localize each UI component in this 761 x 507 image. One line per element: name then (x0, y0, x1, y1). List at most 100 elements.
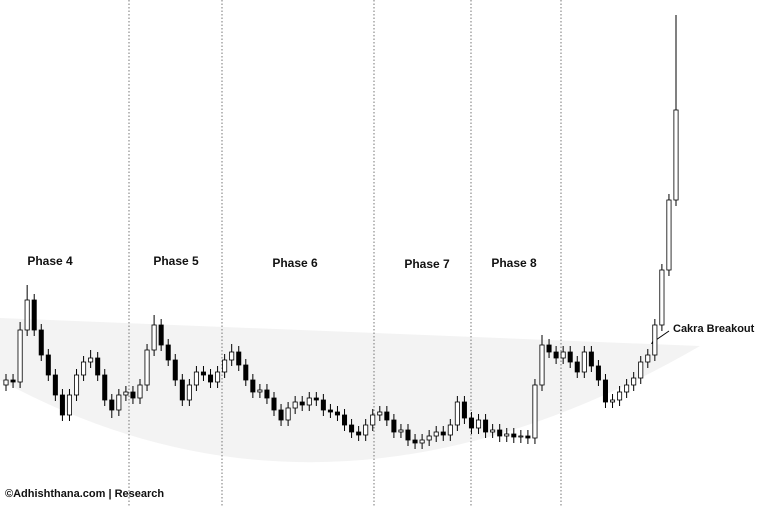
candle-body (172, 359, 178, 381)
candle-body (560, 351, 566, 359)
candle-body (595, 365, 601, 381)
candle-body (391, 419, 397, 433)
candle-body (581, 351, 587, 373)
candle-body (208, 374, 214, 383)
candle-body (186, 384, 192, 401)
candle-body (130, 391, 136, 399)
candle-body (215, 371, 221, 383)
candle-body (271, 397, 277, 411)
candle-body (645, 354, 651, 363)
candle-body (504, 433, 510, 437)
candle-body (158, 324, 164, 346)
candle-body (222, 359, 228, 373)
candle-body (546, 344, 552, 353)
candle-body (363, 424, 369, 436)
candle-body (652, 324, 658, 356)
candle-body (497, 429, 503, 437)
candle-body (490, 429, 496, 433)
footer: ©Adhishthana.com | Research (5, 488, 164, 500)
candle-body (461, 401, 467, 419)
phase-label: Phase 4 (27, 254, 73, 268)
candle-body (17, 329, 23, 383)
candle-body (468, 417, 474, 429)
candle-body (638, 361, 644, 379)
candle-body (45, 354, 51, 376)
candle-body (384, 411, 390, 421)
candle-body (659, 269, 665, 326)
candle-body (116, 394, 122, 411)
candle-body (38, 329, 44, 356)
candle-body (31, 299, 37, 331)
candle-body (511, 433, 517, 438)
candle-body (165, 344, 171, 361)
candle-body (109, 399, 115, 411)
candle-body (483, 419, 489, 433)
candle-body (144, 349, 150, 386)
candle-body (405, 429, 411, 441)
candle-body (299, 401, 305, 406)
candle-body (59, 394, 65, 416)
phase-label: Phase 8 (491, 256, 537, 270)
candle-body (377, 411, 383, 416)
candle-body (137, 384, 143, 399)
candle-body (419, 439, 425, 444)
phase-label: Phase 5 (153, 254, 199, 268)
candle-body (539, 344, 545, 386)
candle-body (525, 435, 531, 439)
candle-body (285, 407, 291, 421)
candle-body (631, 377, 637, 386)
candle-body (292, 401, 298, 409)
candle-body (151, 324, 157, 351)
phase-label: Phase 7 (404, 257, 450, 271)
candle-body (426, 435, 432, 441)
candle-body (3, 379, 9, 386)
candle-body (264, 389, 270, 399)
candle-body (433, 431, 439, 437)
annotation: Cakra Breakout (673, 323, 755, 335)
candle-body (193, 371, 199, 386)
candles (3, 15, 679, 449)
candle-body (334, 411, 340, 416)
candle-body (250, 379, 256, 393)
candle-body (342, 414, 348, 426)
candle-body (81, 361, 87, 376)
candle-body (532, 384, 538, 439)
candle-body (10, 379, 16, 383)
candle-body (243, 364, 249, 381)
candle-body (88, 357, 94, 363)
candle-body (320, 399, 326, 411)
candle-body (306, 397, 312, 406)
candle-body (610, 399, 616, 403)
candle-body (567, 351, 573, 363)
candle-body (200, 371, 206, 376)
candle-body (313, 397, 319, 401)
candle-body (588, 351, 594, 367)
candle-body (553, 351, 559, 359)
candle-body (327, 409, 333, 413)
phase-label: Phase 6 (272, 256, 318, 270)
candle-body (398, 429, 404, 433)
candle-body (617, 391, 623, 401)
candle-body (257, 389, 263, 393)
candle-body (66, 394, 72, 416)
candle-body (673, 109, 679, 201)
candle-body (52, 374, 58, 396)
candle-body (102, 374, 108, 401)
candle-body (454, 401, 460, 426)
candle-body (95, 357, 101, 376)
candle-body (476, 419, 482, 429)
candle-body (123, 391, 129, 396)
candle-body (440, 431, 446, 436)
candle-body (278, 409, 284, 421)
candle-body (574, 361, 580, 373)
candle-body (602, 379, 608, 403)
candle-body (24, 299, 30, 331)
candle-body (412, 439, 418, 444)
candle-body (179, 379, 185, 401)
candle-body (666, 199, 672, 271)
candle-body (74, 374, 80, 396)
candle-body (229, 351, 235, 361)
candle-body (236, 351, 242, 366)
candle-body (349, 424, 355, 433)
